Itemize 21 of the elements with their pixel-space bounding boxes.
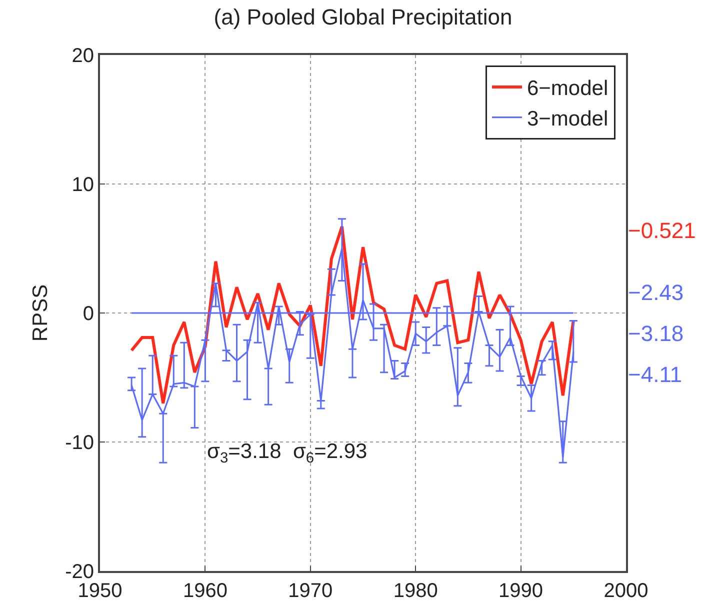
chart-title: (a) Pooled Global Precipitation	[214, 4, 512, 30]
text: −2.43	[628, 280, 684, 305]
annotation: σ$_{3}$=3.18 σ$_{6}$=2.93	[207, 440, 368, 466]
y-tick-label: 10	[72, 174, 94, 196]
text: −0.521	[628, 218, 696, 243]
y-tick-label: 0	[82, 303, 94, 325]
text: −3.18	[628, 321, 684, 346]
x-tick-label: 1950	[78, 580, 122, 602]
x-tick-label: 2000	[604, 580, 648, 602]
y-tick-label: -10	[65, 432, 94, 454]
x-tick-label: 1970	[288, 580, 333, 602]
x-tick-label: 1960	[182, 580, 228, 602]
line-series	[130, 225, 575, 405]
legend-label: 6−model	[526, 77, 608, 100]
y-tick-label: -20	[65, 561, 94, 583]
legend-label: 3−model	[526, 107, 608, 130]
y-axis-title: RPSS	[29, 284, 52, 342]
x-tick-label: 1990	[498, 580, 544, 602]
x-tick-label: 1980	[393, 580, 438, 602]
text: −4.11	[628, 362, 682, 387]
y-tick-label: 20	[72, 45, 94, 67]
